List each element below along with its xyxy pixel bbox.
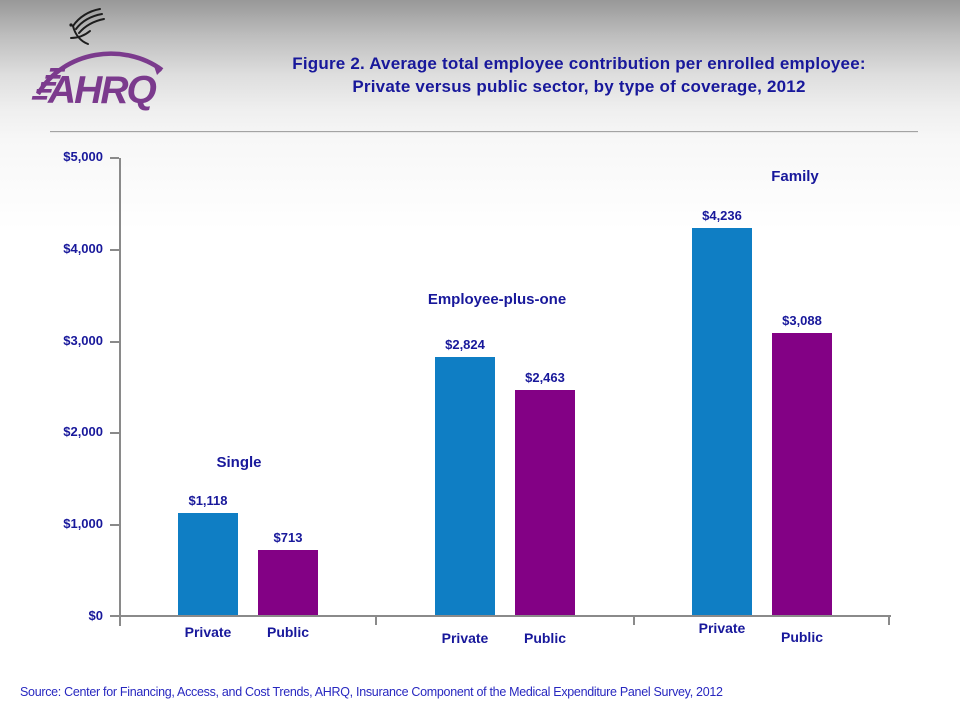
title-line-2: Private versus public sector, by type of…: [352, 77, 806, 96]
y-axis-label: $0: [88, 608, 103, 623]
y-tick: [110, 341, 119, 343]
y-axis-line: [119, 158, 121, 626]
x-label-family-public: Public: [780, 629, 824, 645]
ahrq-wordmark: AHRQ: [31, 51, 164, 112]
bar-value-label: $2,824: [445, 336, 485, 352]
x-tick: [633, 617, 635, 625]
page-title: Figure 2. Average total employee contrib…: [200, 52, 958, 98]
bar-family-private: [692, 227, 752, 615]
bar-family-public: [772, 332, 832, 615]
bar-chart: $5,000 $4,000 $3,000 $2,000 $1,000 $0 Si…: [63, 149, 891, 646]
title-line-1: Figure 2. Average total employee contrib…: [292, 54, 866, 73]
bar-column-single-public: $713: [258, 530, 318, 615]
bar-column-epo-private: $2,824: [435, 337, 495, 615]
y-tick: [110, 524, 119, 526]
ahrq-logo: AHRQ: [31, 8, 164, 112]
group-label-single: Single: [216, 454, 262, 471]
y-tick: [110, 615, 119, 617]
x-tick: [888, 617, 890, 625]
bar-value-label: $1,118: [188, 492, 228, 508]
bar-epo-public: [515, 389, 575, 615]
ahrq-logo-text: AHRQ: [47, 69, 156, 112]
x-label-family-private: Private: [698, 620, 746, 636]
x-label-single-public: Public: [266, 624, 310, 640]
y-tick: [110, 432, 119, 434]
bar-epo-private: [435, 356, 495, 615]
bar-column-family-public: $3,088: [772, 313, 832, 615]
source-note: Source: Center for Financing, Access, an…: [20, 685, 723, 699]
bar-single-public: [258, 549, 318, 615]
x-label-single-private: Private: [184, 624, 232, 640]
header-divider: [50, 131, 918, 133]
y-axis-label: $5,000: [63, 149, 103, 164]
bar-value-label: $713: [273, 529, 303, 545]
bar-column-epo-public: $2,463: [515, 370, 575, 615]
y-axis-label: $4,000: [63, 241, 103, 256]
bar-value-label: $4,236: [702, 207, 742, 223]
bar-value-label: $3,088: [782, 312, 822, 328]
x-axis-line: [119, 615, 891, 617]
y-axis-label: $1,000: [63, 516, 103, 531]
y-axis-label: $3,000: [63, 333, 103, 348]
x-label-epo-private: Private: [441, 630, 489, 646]
bar-single-private: [178, 512, 238, 615]
group-label-family: Family: [771, 168, 819, 185]
hhs-eagle-icon: [69, 8, 105, 45]
y-tick: [110, 249, 119, 251]
group-label-employee-plus-one: Employee-plus-one: [427, 291, 567, 308]
x-tick: [375, 617, 377, 625]
bar-value-label: $2,463: [525, 369, 565, 385]
y-tick: [110, 157, 119, 159]
x-label-epo-public: Public: [523, 630, 567, 646]
bar-column-family-private: $4,236: [692, 208, 752, 615]
bar-column-single-private: $1,118: [178, 493, 238, 615]
y-axis-label: $2,000: [63, 424, 103, 439]
